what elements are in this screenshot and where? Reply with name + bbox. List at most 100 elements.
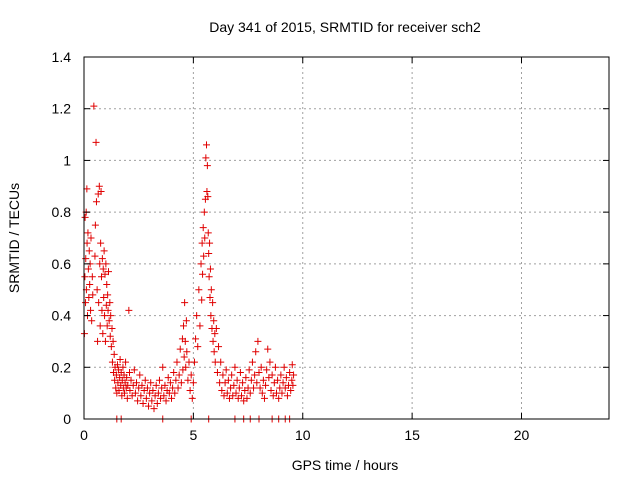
y-tick-label: 0.6 bbox=[52, 256, 72, 272]
y-tick-label: 1 bbox=[63, 152, 71, 168]
data-point bbox=[274, 376, 282, 384]
data-point bbox=[98, 306, 106, 314]
data-point bbox=[231, 363, 239, 371]
data-point bbox=[101, 312, 109, 320]
data-point bbox=[279, 379, 287, 387]
data-point bbox=[266, 358, 274, 366]
data-point bbox=[271, 363, 279, 371]
data-point bbox=[143, 384, 151, 392]
data-point bbox=[252, 348, 260, 356]
data-point bbox=[99, 330, 107, 338]
data-point bbox=[251, 371, 259, 379]
data-point bbox=[233, 376, 241, 384]
y-tick-label: 1.2 bbox=[52, 101, 72, 117]
data-point bbox=[206, 293, 214, 301]
data-point bbox=[198, 239, 206, 247]
data-point bbox=[136, 371, 144, 379]
data-point bbox=[152, 381, 160, 389]
data-point bbox=[87, 306, 95, 314]
data-point bbox=[139, 399, 147, 407]
data-point bbox=[202, 154, 210, 162]
y-tick-labels: 0 0.2 0.4 0.6 0.8 1 1.2 1.4 bbox=[52, 49, 72, 427]
data-point bbox=[182, 317, 190, 325]
data-point bbox=[84, 229, 92, 237]
data-point bbox=[186, 387, 194, 395]
data-point bbox=[134, 397, 142, 405]
data-point bbox=[180, 353, 188, 361]
data-point bbox=[211, 330, 219, 338]
data-point bbox=[188, 394, 196, 402]
data-point bbox=[288, 361, 296, 369]
data-point bbox=[203, 187, 211, 195]
data-point bbox=[123, 394, 131, 402]
data-point bbox=[204, 193, 212, 201]
data-point bbox=[224, 376, 232, 384]
data-point bbox=[200, 208, 208, 216]
data-point bbox=[197, 260, 205, 268]
x-tick-label: 20 bbox=[514, 427, 530, 443]
data-point bbox=[218, 387, 226, 395]
data-point bbox=[183, 348, 191, 356]
data-point bbox=[107, 343, 115, 351]
data-point bbox=[192, 335, 200, 343]
data-point bbox=[239, 379, 247, 387]
data-point bbox=[95, 182, 103, 190]
data-point bbox=[245, 366, 253, 374]
data-point bbox=[97, 187, 105, 195]
data-point bbox=[85, 247, 93, 255]
data-point bbox=[258, 389, 266, 397]
data-point bbox=[115, 387, 123, 395]
data-point bbox=[84, 265, 92, 273]
data-point bbox=[206, 239, 214, 247]
data-point bbox=[108, 358, 116, 366]
data-point bbox=[126, 387, 134, 395]
data-point bbox=[150, 405, 158, 413]
data-point bbox=[100, 293, 108, 301]
data-point bbox=[205, 250, 213, 258]
data-point bbox=[93, 286, 101, 294]
plot-frame bbox=[83, 56, 610, 420]
y-tick-label: 0.8 bbox=[52, 204, 72, 220]
data-point bbox=[127, 376, 135, 384]
data-point bbox=[203, 162, 211, 170]
y-tick-label: 1.4 bbox=[52, 49, 72, 65]
data-point bbox=[153, 399, 161, 407]
data-point bbox=[238, 392, 245, 400]
data-point bbox=[119, 363, 127, 371]
data-point bbox=[110, 350, 118, 358]
data-point bbox=[262, 381, 270, 389]
data-point bbox=[200, 252, 208, 260]
data-point bbox=[210, 348, 218, 356]
data-point bbox=[209, 337, 217, 345]
data-point bbox=[230, 381, 238, 389]
data-point bbox=[145, 402, 153, 410]
data-point bbox=[102, 260, 110, 268]
data-point bbox=[260, 394, 268, 402]
data-point bbox=[85, 293, 93, 301]
data-point bbox=[267, 387, 275, 395]
y-tick-label: 0.2 bbox=[52, 359, 72, 375]
data-point bbox=[210, 317, 218, 325]
data-point bbox=[130, 366, 138, 374]
data-point bbox=[113, 361, 121, 369]
data-point bbox=[263, 366, 271, 374]
data-point bbox=[283, 392, 291, 400]
data-point bbox=[257, 363, 265, 371]
data-point bbox=[148, 397, 156, 405]
data-point bbox=[201, 234, 209, 242]
data-point bbox=[116, 356, 124, 364]
data-point bbox=[96, 322, 104, 330]
data-point bbox=[98, 255, 106, 263]
data-point bbox=[99, 265, 107, 273]
data-point bbox=[154, 389, 162, 397]
data-point bbox=[105, 268, 112, 276]
data-point bbox=[125, 306, 133, 314]
data-point bbox=[100, 247, 108, 255]
data-point bbox=[217, 358, 225, 366]
data-point bbox=[103, 281, 111, 289]
data-point bbox=[164, 374, 172, 382]
data-point bbox=[278, 389, 286, 397]
data-point bbox=[207, 312, 215, 320]
data-point bbox=[286, 368, 294, 376]
x-tick-labels: 0 5 10 15 20 bbox=[80, 427, 529, 443]
